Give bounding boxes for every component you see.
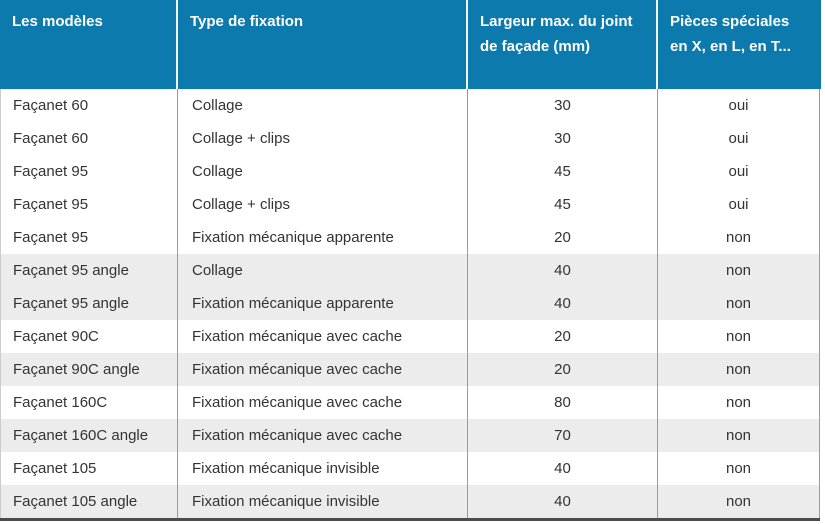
- largeur-cell: 20: [468, 353, 658, 386]
- fixation-cell: Collage + clips: [178, 188, 468, 221]
- largeur-cell: 40: [468, 452, 658, 485]
- pieces-cell: oui: [728, 196, 749, 213]
- model-cell: Façanet 60: [1, 122, 178, 155]
- pieces-cell: non: [725, 361, 752, 378]
- table-row: Façanet 160C Fixation mécanique avec cac…: [1, 386, 819, 419]
- table-row: Façanet 105 angle Fixation mécanique inv…: [1, 485, 819, 518]
- table-row: Façanet 95 angle Collage 40 non: [1, 254, 819, 287]
- pieces-cell: non: [725, 229, 752, 246]
- column-header-fixation-type: Type de fixation: [178, 0, 468, 89]
- table-row: Façanet 95 angle Fixation mécanique appa…: [1, 287, 819, 320]
- pieces-cell: non: [725, 427, 752, 444]
- pieces-cell: oui: [728, 130, 749, 147]
- table-row: Façanet 60 Collage + clips 30 oui: [1, 122, 819, 155]
- fixation-cell: Collage: [178, 254, 468, 287]
- largeur-cell: 30: [468, 89, 658, 122]
- table-body: Façanet 60 Collage 30 oui Façanet 60 Col…: [0, 89, 820, 518]
- table-row: Façanet 160C angle Fixation mécanique av…: [1, 419, 819, 452]
- table-row: Façanet 95 Collage 45 oui: [1, 155, 819, 188]
- fixation-cell: Collage: [178, 89, 468, 122]
- model-cell: Façanet 160C: [1, 386, 178, 419]
- largeur-cell: 45: [468, 155, 658, 188]
- largeur-cell: 40: [468, 485, 658, 518]
- model-cell: Façanet 95 angle: [1, 287, 178, 320]
- largeur-cell: 30: [468, 122, 658, 155]
- largeur-cell: 70: [468, 419, 658, 452]
- model-cell: Façanet 95: [1, 221, 178, 254]
- fixation-cell: Fixation mécanique avec cache: [178, 353, 468, 386]
- largeur-cell: 40: [468, 254, 658, 287]
- table-row: Façanet 95 Fixation mécanique apparente …: [1, 221, 819, 254]
- model-cell: Façanet 95: [1, 188, 178, 221]
- table-row: Façanet 105 Fixation mécanique invisible…: [1, 452, 819, 485]
- column-header-max-joint-width: Largeur max. du joint de façade (mm): [468, 0, 658, 89]
- pieces-cell: oui: [728, 163, 749, 180]
- largeur-cell: 45: [468, 188, 658, 221]
- fixation-cell: Fixation mécanique apparente: [178, 221, 468, 254]
- table-bottom-border: [0, 518, 820, 521]
- table-row: Façanet 60 Collage 30 oui: [1, 89, 819, 122]
- fixation-cell: Fixation mécanique avec cache: [178, 320, 468, 353]
- largeur-cell: 20: [468, 320, 658, 353]
- column-header-models: Les modèles: [0, 0, 178, 89]
- model-cell: Façanet 95: [1, 155, 178, 188]
- model-cell: Façanet 160C angle: [1, 419, 178, 452]
- pieces-cell: oui: [728, 97, 749, 114]
- table-row: Façanet 90C angle Fixation mécanique ave…: [1, 353, 819, 386]
- pieces-cell: non: [725, 262, 752, 279]
- model-cell: Façanet 105 angle: [1, 485, 178, 518]
- pieces-cell: non: [725, 295, 752, 312]
- pieces-cell: non: [725, 460, 752, 477]
- fixation-cell: Collage + clips: [178, 122, 468, 155]
- fixation-cell: Fixation mécanique avec cache: [178, 386, 468, 419]
- model-cell: Façanet 90C angle: [1, 353, 178, 386]
- column-header-special-pieces: Pièces spéciales en X, en L, en T...: [658, 0, 821, 89]
- table-header-row: Les modèles Type de fixation Largeur max…: [0, 0, 821, 89]
- model-cell: Façanet 90C: [1, 320, 178, 353]
- largeur-cell: 20: [468, 221, 658, 254]
- largeur-cell: 40: [468, 287, 658, 320]
- pieces-cell: non: [725, 394, 752, 411]
- largeur-cell: 80: [468, 386, 658, 419]
- pieces-cell: non: [725, 493, 752, 510]
- fixation-cell: Fixation mécanique avec cache: [178, 419, 468, 452]
- model-cell: Façanet 95 angle: [1, 254, 178, 287]
- fixation-cell: Fixation mécanique invisible: [178, 452, 468, 485]
- model-cell: Façanet 105: [1, 452, 178, 485]
- table-row: Façanet 95 Collage + clips 45 oui: [1, 188, 819, 221]
- pieces-cell: non: [725, 328, 752, 345]
- fixation-cell: Fixation mécanique invisible: [178, 485, 468, 518]
- fixation-cell: Fixation mécanique apparente: [178, 287, 468, 320]
- model-cell: Façanet 60: [1, 89, 178, 122]
- table-row: Façanet 90C Fixation mécanique avec cach…: [1, 320, 819, 353]
- fixation-cell: Collage: [178, 155, 468, 188]
